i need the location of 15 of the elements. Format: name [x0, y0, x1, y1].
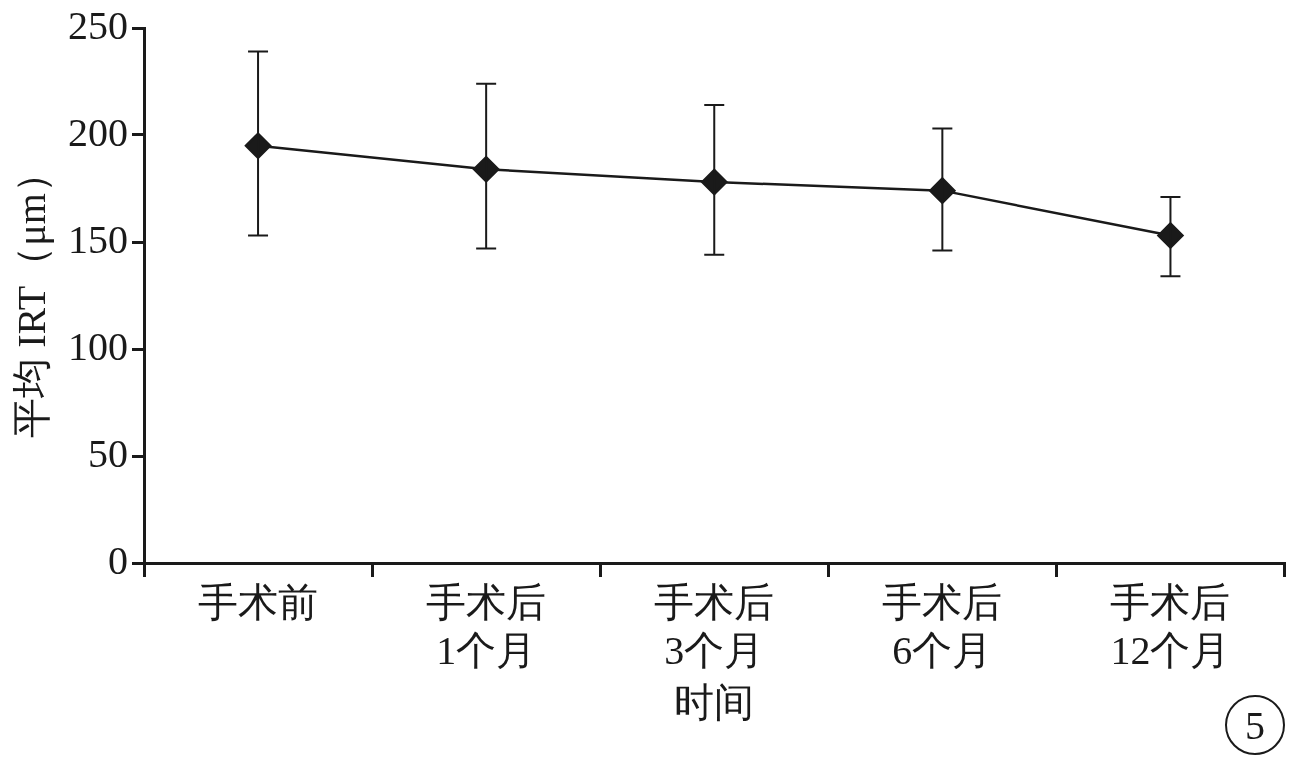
x-tick-label: 手术前: [198, 579, 319, 625]
y-tick-label: 50: [88, 430, 128, 476]
x-axis-title: 时间: [674, 679, 755, 725]
y-tick-label: 100: [68, 323, 128, 369]
x-tick-label: 手术后 12个月: [1110, 579, 1231, 673]
y-tick-label: 150: [68, 216, 128, 262]
point: [244, 132, 272, 159]
x-tick-label: 手术后 1个月: [426, 579, 547, 673]
y-tick-label: 0: [108, 537, 128, 583]
y-axis-title: 平均 IRT（μm）: [8, 153, 54, 438]
text: 5: [1225, 695, 1285, 755]
y-tick-label: 200: [68, 109, 128, 155]
x-tick-label: 手术后 3个月: [654, 579, 775, 673]
x-tick-label: 手术后 6个月: [882, 579, 1003, 673]
y-tick-label: 250: [68, 2, 128, 48]
